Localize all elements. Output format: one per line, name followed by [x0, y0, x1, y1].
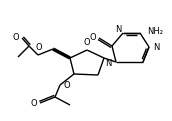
Text: N: N	[153, 42, 159, 52]
Text: O: O	[63, 82, 70, 91]
Text: O: O	[84, 38, 90, 47]
Text: O: O	[12, 33, 19, 42]
Text: N: N	[115, 26, 121, 34]
Text: NH₂: NH₂	[147, 26, 163, 35]
Text: O: O	[30, 99, 37, 109]
Text: O: O	[89, 33, 96, 42]
Text: O: O	[36, 43, 42, 52]
Text: N: N	[106, 58, 112, 68]
